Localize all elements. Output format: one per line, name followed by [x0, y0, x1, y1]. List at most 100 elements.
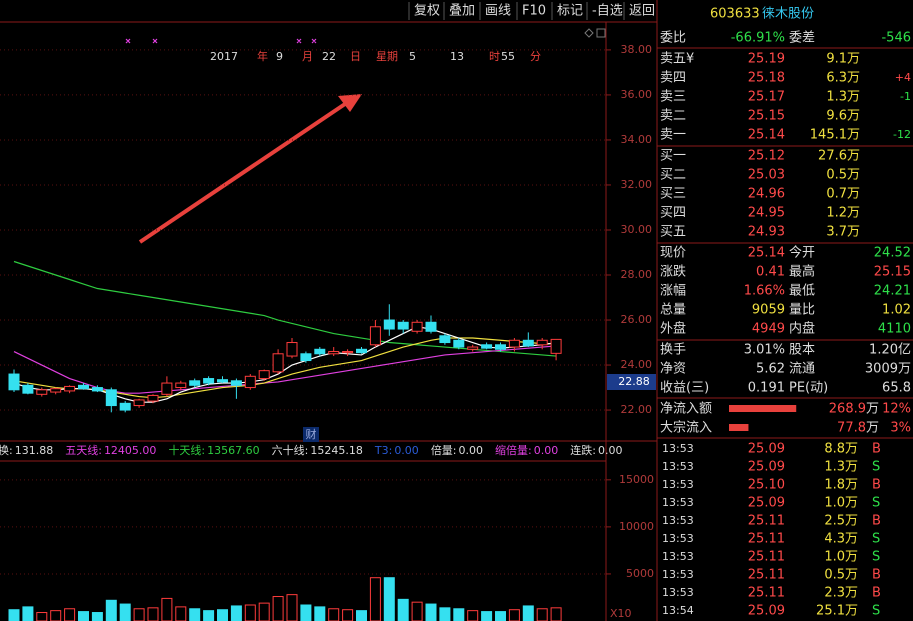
moving-average: [13, 260, 557, 357]
field-value: 1.02: [882, 303, 911, 318]
book-change: -12: [893, 128, 911, 141]
flow-unit: 万: [866, 421, 879, 436]
field-value: 0.41: [756, 265, 785, 280]
volume-bar: [161, 597, 173, 621]
indicator-label: 十天线:: [168, 443, 205, 457]
indicator-value: 0.00: [534, 444, 559, 457]
field-label: 量比: [789, 303, 815, 318]
y-tick-label: 26.00: [621, 313, 653, 326]
candle-body: [189, 380, 201, 386]
trade-time: 13:53: [662, 550, 694, 563]
toolbar-button[interactable]: 叠加: [449, 4, 475, 19]
field-label: 现价: [660, 246, 686, 261]
trade-volume: 4.3万: [824, 532, 858, 547]
y-tick-label: 10000: [619, 520, 654, 533]
toolbar-button[interactable]: 标记: [557, 4, 583, 19]
toolbar-button[interactable]: 复权: [414, 3, 440, 19]
trade-price: 25.09: [748, 496, 785, 511]
candle-body: [356, 348, 367, 354]
trade-price: 25.09: [748, 604, 785, 619]
trade-side: S: [872, 532, 880, 547]
indicator-value: 12405.00: [104, 444, 157, 457]
badge[interactable]: 财: [306, 427, 317, 441]
indicator-label: T3:: [374, 444, 392, 457]
candle-body: [133, 399, 145, 407]
field-value: 5.62: [756, 362, 785, 377]
trade-side: S: [872, 460, 880, 475]
candle-body: [481, 344, 493, 349]
book-volume: 1.3万: [826, 90, 860, 105]
y-tick-label: 30.00: [621, 223, 653, 236]
candle-body: [342, 351, 354, 354]
y-tick-label: 38.00: [621, 43, 653, 56]
field-value: 9059: [752, 303, 785, 318]
trade-side: S: [872, 604, 880, 619]
book-volume: 0.5万: [826, 168, 860, 183]
volume-bar: [189, 608, 201, 621]
volume-bar: [383, 577, 395, 621]
candle-body: [217, 379, 228, 383]
moving-average: [13, 326, 557, 403]
candle-body: [397, 321, 409, 330]
field-label: 今开: [789, 245, 815, 261]
candle-body: [383, 319, 395, 330]
indicator-value: 0.00: [394, 444, 419, 457]
field-value: 3.01%: [744, 343, 785, 358]
chart-controls[interactable]: [584, 28, 606, 38]
book-volume: 9.6万: [826, 109, 860, 124]
candle-body: [272, 353, 284, 373]
field-label: 涨跌: [660, 264, 686, 280]
book-label: 买一: [660, 149, 686, 164]
volume-bar: [550, 607, 562, 621]
flow-amount: 77.8: [837, 421, 866, 436]
volume-bar: [397, 598, 409, 621]
volume-bar: [230, 605, 242, 621]
y-tick-label: 36.00: [621, 88, 653, 101]
book-price: 24.96: [748, 187, 785, 202]
date-part: 星期: [376, 50, 398, 63]
candle-body: [8, 373, 20, 391]
volume-bar: [495, 611, 506, 621]
toolbar-button[interactable]: F10: [522, 4, 546, 19]
date-part: 5: [409, 50, 416, 63]
field-label: 换手: [660, 343, 686, 358]
moving-average: [13, 337, 557, 399]
field-label: 委比: [660, 31, 686, 46]
trade-time: 13:53: [662, 586, 694, 599]
book-price: 25.12: [748, 149, 785, 164]
volume-bar: [244, 604, 256, 621]
candle-body: [453, 339, 465, 348]
cursor-label-bg: [607, 374, 656, 390]
candle-body: [439, 335, 451, 344]
volume-bar: [203, 610, 215, 621]
candle-body: [369, 326, 381, 346]
book-price: 25.19: [748, 52, 785, 67]
book-change: -1: [900, 90, 911, 103]
trade-side: S: [872, 550, 880, 565]
volume-bar: [356, 610, 367, 621]
trade-side: B: [872, 478, 881, 493]
volume-bar: [22, 606, 34, 621]
toolbar-button[interactable]: -自选: [592, 4, 623, 19]
trade-side: B: [872, 586, 881, 601]
volume-bar: [467, 610, 479, 621]
trade-volume: 0.5万: [824, 568, 858, 583]
field-label: PE(动): [789, 381, 828, 396]
candle-body: [119, 402, 131, 411]
trade-time: 13:53: [662, 442, 694, 455]
toolbar-button[interactable]: 返回: [629, 4, 655, 19]
cursor-label: 22.88: [618, 375, 650, 388]
candle-body: [286, 342, 298, 357]
candle-body: [425, 321, 437, 332]
field-label: 委差: [789, 31, 815, 46]
date-part: 时: [489, 50, 500, 63]
candle-body: [508, 339, 520, 348]
trade-volume: 2.3万: [824, 586, 858, 601]
volume-bar: [522, 605, 534, 621]
book-label: 买四: [660, 206, 686, 221]
toolbar-button[interactable]: 画线: [485, 4, 511, 19]
indicator-label: 缩倍量:: [495, 443, 532, 457]
volume-bar: [342, 609, 354, 621]
date-part: 日: [350, 50, 361, 63]
